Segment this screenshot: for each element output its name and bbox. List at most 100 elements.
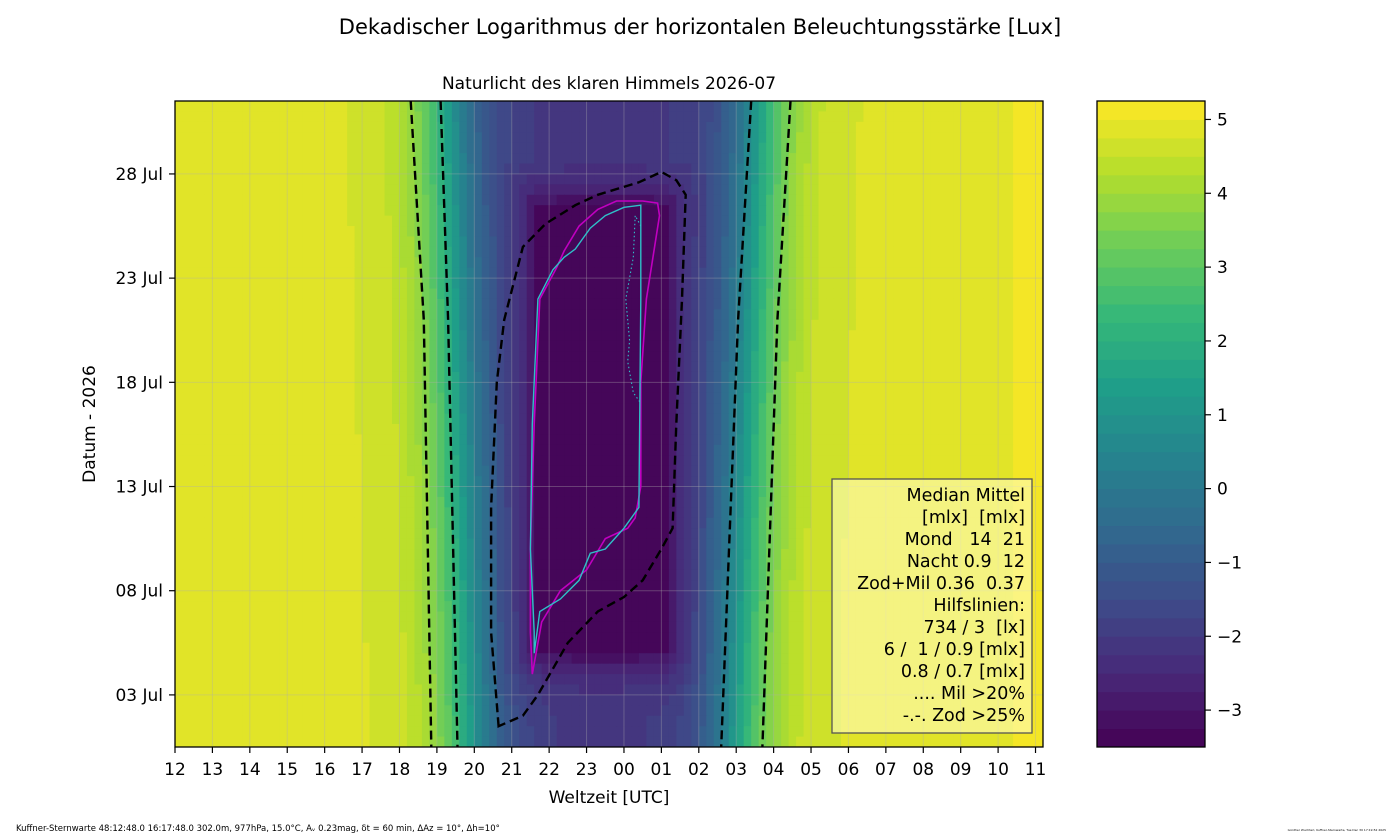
- heat-cell: [466, 246, 475, 258]
- heat-cell: [863, 121, 872, 133]
- heat-cell: [219, 528, 228, 540]
- heat-cell: [915, 267, 924, 279]
- heat-cell: [953, 121, 962, 133]
- heat-cell: [631, 288, 640, 300]
- heat-cell: [227, 319, 236, 331]
- heat-cell: [796, 340, 805, 352]
- heat-cell: [309, 226, 318, 238]
- heat-cell: [444, 444, 453, 456]
- heat-cell: [511, 298, 520, 310]
- heat-cell: [347, 267, 356, 279]
- heat-cell: [788, 517, 797, 529]
- heat-cell: [496, 163, 505, 175]
- heat-cell: [998, 267, 1007, 279]
- heat-cell: [1005, 413, 1014, 425]
- heat-cell: [833, 288, 842, 300]
- heat-cell: [870, 288, 879, 300]
- heat-cell: [766, 340, 775, 352]
- heat-cell: [668, 226, 677, 238]
- heat-cell: [698, 455, 707, 467]
- heat-cell: [781, 101, 790, 113]
- heat-cell: [234, 465, 243, 477]
- heat-cell: [601, 153, 610, 165]
- heat-cell: [459, 205, 468, 217]
- heat-cell: [811, 101, 820, 113]
- heat-cell: [564, 215, 573, 227]
- heat-cell: [616, 205, 625, 217]
- heat-cell: [646, 163, 655, 175]
- heat-cell: [975, 413, 984, 425]
- heat-cell: [736, 351, 745, 363]
- heat-cell: [227, 465, 236, 477]
- heat-cell: [840, 361, 850, 373]
- heat-cell: [945, 236, 954, 248]
- heat-cell: [287, 184, 296, 196]
- heat-cell: [406, 455, 416, 467]
- heat-cell: [339, 351, 348, 363]
- heat-cell: [736, 392, 745, 404]
- heat-cell: [354, 455, 363, 467]
- heat-cell: [347, 361, 356, 373]
- heat-cell: [481, 278, 490, 290]
- heat-cell: [930, 257, 939, 269]
- heat-cell: [212, 486, 221, 498]
- heat-cell: [870, 403, 879, 415]
- heat-cell: [983, 330, 992, 342]
- heat-cell: [579, 278, 588, 290]
- heat-cell: [968, 330, 977, 342]
- heat-cell: [362, 184, 371, 196]
- heat-cell: [691, 496, 700, 508]
- heat-cell: [197, 226, 206, 238]
- heat-cell: [204, 288, 214, 300]
- heat-cell: [324, 465, 333, 477]
- heat-cell: [429, 434, 438, 446]
- heat-cell: [796, 111, 805, 123]
- heat-cell: [347, 465, 356, 477]
- heat-cell: [219, 194, 228, 206]
- heat-cell: [459, 215, 468, 227]
- heat-cell: [579, 121, 588, 133]
- heat-cell: [511, 434, 520, 446]
- heat-cell: [653, 142, 662, 154]
- heat-cell: [1035, 507, 1043, 519]
- heat-cell: [855, 465, 865, 477]
- heat-cell: [930, 392, 939, 404]
- heat-cell: [855, 361, 865, 373]
- heat-cell: [616, 476, 625, 488]
- heat-cell: [302, 132, 311, 144]
- heat-cell: [1013, 257, 1022, 269]
- heat-cell: [833, 121, 842, 133]
- heat-cell: [1028, 424, 1037, 436]
- heat-cell: [362, 351, 371, 363]
- heat-cell: [481, 226, 490, 238]
- heat-cell: [579, 486, 588, 498]
- heat-cell: [983, 278, 992, 290]
- heat-cell: [414, 246, 423, 258]
- heat-cell: [519, 184, 528, 196]
- heat-cell: [601, 330, 610, 342]
- heat-cell: [616, 173, 625, 185]
- heat-cell: [406, 486, 416, 498]
- heat-cell: [451, 413, 460, 425]
- heat-cell: [212, 549, 221, 561]
- heat-cell: [481, 444, 490, 456]
- heat-cell: [885, 371, 894, 383]
- heat-cell: [309, 486, 318, 498]
- heat-cell: [399, 330, 408, 342]
- heat-cell: [294, 434, 303, 446]
- heat-cell: [332, 340, 341, 352]
- heat-cell: [840, 215, 850, 227]
- heat-cell: [900, 246, 909, 258]
- heat-cell: [751, 403, 760, 415]
- heat-cell: [968, 340, 977, 352]
- heat-cell: [451, 142, 460, 154]
- heat-cell: [197, 257, 206, 269]
- heat-cell: [691, 205, 700, 217]
- heat-cell: [781, 267, 790, 279]
- heat-cell: [623, 434, 633, 446]
- heat-cell: [564, 361, 573, 373]
- heat-cell: [998, 444, 1007, 456]
- heat-cell: [421, 142, 431, 154]
- heat-cell: [766, 444, 775, 456]
- heat-cell: [182, 486, 191, 498]
